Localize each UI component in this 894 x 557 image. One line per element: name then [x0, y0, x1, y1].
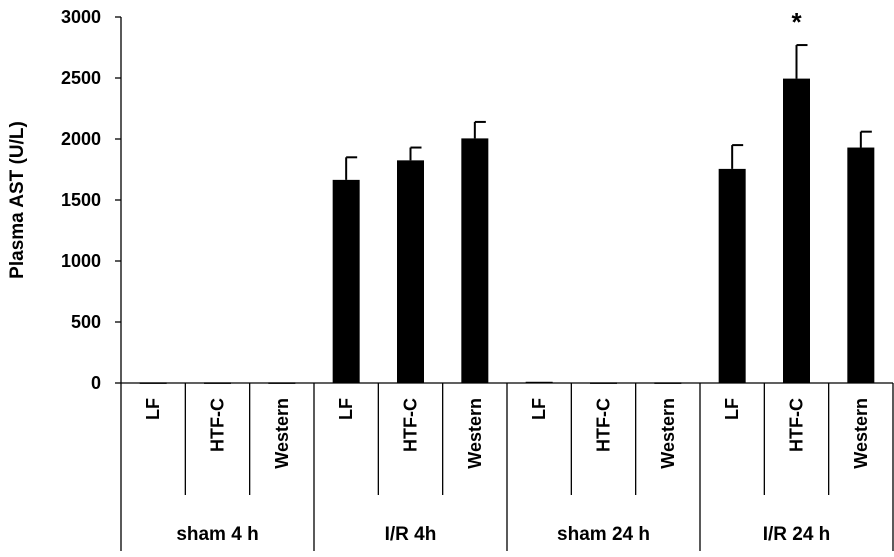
category-label: HTF-C: [594, 398, 614, 452]
group-label: I/R 4h: [385, 524, 437, 545]
x-axis: LF HTF-C Western LF HTF-C Western LF HTF-C Weste…: [120, 382, 894, 551]
y-tick-label: 1000: [61, 251, 101, 271]
group-label: sham 24 h: [557, 524, 650, 545]
y-tick-label: 0: [91, 373, 101, 393]
y-axis: 0 500 1000 1500 2000 2500 3000: [61, 7, 122, 393]
category-label: Western: [658, 398, 678, 469]
category-label: LF: [336, 398, 356, 420]
category-label: Western: [465, 398, 485, 469]
bar: [718, 168, 746, 383]
y-tick-label: 3000: [61, 7, 101, 27]
category-label: HTF-C: [208, 398, 228, 452]
bar: [847, 147, 875, 383]
category-label: LF: [143, 398, 163, 420]
group-label: sham 4 h: [176, 524, 258, 545]
y-tick-label: 500: [71, 312, 101, 332]
y-axis-label: Plasma AST (U/L): [7, 121, 28, 279]
category-label: HTF-C: [787, 398, 807, 452]
category-label: Western: [272, 398, 292, 469]
bar: [397, 160, 424, 383]
category-label: Western: [851, 398, 871, 469]
category-label: HTF-C: [401, 398, 421, 452]
bars: *: [139, 7, 875, 384]
category-label: LF: [722, 398, 742, 420]
bar: [461, 138, 489, 383]
bar: [783, 78, 810, 384]
y-tick-label: 1500: [61, 190, 101, 210]
category-label: LF: [529, 398, 549, 420]
y-tick-label: 2000: [61, 129, 101, 149]
bar: [332, 179, 360, 383]
group-label: I/R 24 h: [763, 524, 831, 545]
y-tick-label: 2500: [61, 68, 101, 88]
significance-marker: *: [791, 7, 802, 37]
